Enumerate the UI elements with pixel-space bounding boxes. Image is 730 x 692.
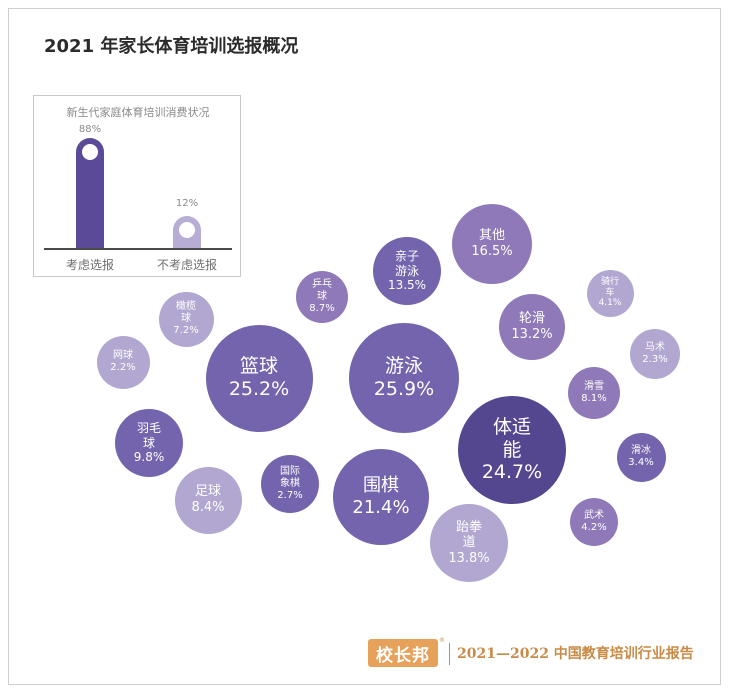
- bar-value-not-consider: 12%: [175, 198, 199, 209]
- bubble-围棋: 围棋 21.4%: [333, 449, 429, 545]
- bubble-label: 游泳: [384, 355, 423, 378]
- registered-mark: ®: [439, 637, 445, 644]
- bubble-网球: 网球 2.2%: [96, 335, 150, 389]
- bubble-乒乓球: 乒乓球 8.7%: [296, 271, 348, 323]
- bubble-滑冰: 滑冰 3.4%: [616, 432, 666, 482]
- bubble-value: 3.4%: [628, 457, 654, 468]
- bubble-label: 亲子 游泳: [394, 249, 419, 278]
- inset-bar-chart: 新生代家庭体育培训消费状况 88% 12% 考虑选报 不考虑选报: [33, 95, 241, 277]
- bubble-跆拳道: 跆拳道 13.8%: [430, 504, 508, 582]
- bar-not-consider: [173, 216, 201, 248]
- bubble-label: 滑冰: [631, 445, 651, 456]
- bubble-label: 国际 象棋: [280, 466, 300, 489]
- bubble-value: 25.2%: [228, 378, 290, 400]
- bubble-value: 13.5%: [387, 278, 427, 293]
- bubble-value: 2.7%: [277, 490, 303, 501]
- bar-consider: [76, 138, 104, 248]
- bubble-橄榄球: 橄榄球 7.2%: [158, 291, 214, 347]
- bubble-篮球: 篮球 25.2%: [205, 324, 313, 432]
- bar-dot: [179, 222, 195, 238]
- bubble-马术: 马术 2.3%: [630, 329, 680, 379]
- bubble-label: 跆拳道: [455, 519, 482, 551]
- bubble-value: 21.4%: [352, 497, 410, 518]
- bar-value-consider: 88%: [78, 124, 102, 135]
- bubble-其他: 其他 16.5%: [452, 204, 532, 284]
- bubble-value: 16.5%: [471, 244, 513, 259]
- brand-logo: 校长邦: [368, 639, 438, 667]
- bubble-足球: 足球 8.4%: [174, 466, 242, 534]
- bubble-label: 体适能: [492, 415, 531, 461]
- bubble-value: 24.7%: [481, 461, 543, 484]
- bubble-羽毛球: 羽毛球 9.8%: [115, 409, 183, 477]
- bubble-国际象棋: 国际 象棋 2.7%: [261, 455, 319, 513]
- bubble-value: 4.1%: [598, 298, 622, 309]
- bar-label-consider: 考虑选报: [65, 258, 114, 272]
- bubble-value: 13.2%: [511, 327, 553, 342]
- bubble-label: 围棋: [363, 475, 399, 497]
- bubble-value: 8.4%: [191, 500, 225, 515]
- bar-dot: [82, 144, 98, 160]
- footer-divider: [449, 643, 450, 665]
- bubble-value: 8.1%: [581, 393, 607, 404]
- bubble-value: 25.9%: [373, 378, 435, 400]
- bubble-label: 滑雪: [584, 381, 604, 392]
- bubble-label: 乒乓球: [312, 279, 332, 302]
- inset-axis: [44, 248, 232, 250]
- bubble-label: 足球: [194, 484, 221, 500]
- bubble-亲子游泳: 亲子 游泳 13.5%: [373, 237, 441, 305]
- inset-title: 新生代家庭体育培训消费状况: [66, 106, 210, 119]
- bubble-label: 骑行车: [600, 276, 619, 298]
- bubble-体适能: 体适能 24.7%: [458, 396, 566, 504]
- bubble-label: 轮滑: [518, 311, 545, 327]
- bubble-label: 其他: [478, 228, 505, 244]
- bubble-value: 7.2%: [173, 325, 199, 336]
- bubble-label: 网球: [113, 350, 133, 361]
- bubble-label: 篮球: [239, 355, 278, 378]
- bubble-value: 8.7%: [309, 303, 335, 314]
- bubble-骑行车: 骑行车 4.1%: [586, 269, 634, 317]
- bar-label-not-consider: 不考虑选报: [156, 258, 217, 272]
- bubble-滑雪: 滑雪 8.1%: [568, 367, 620, 419]
- bubble-value: 2.3%: [642, 354, 668, 365]
- bubble-label: 武术: [584, 510, 604, 521]
- bubble-武术: 武术 4.2%: [570, 498, 618, 546]
- bubble-value: 4.2%: [581, 522, 607, 533]
- page-frame: [8, 8, 721, 685]
- bubble-label: 马术: [645, 342, 665, 353]
- bubble-游泳: 游泳 25.9%: [349, 323, 459, 433]
- bubble-label: 羽毛球: [136, 421, 161, 450]
- bubble-value: 2.2%: [110, 362, 136, 373]
- bubble-value: 9.8%: [133, 450, 165, 465]
- bubble-label: 橄榄球: [176, 301, 196, 324]
- bubble-value: 13.8%: [448, 550, 490, 566]
- brand-logo-text: 校长邦: [376, 645, 430, 666]
- report-title: 2021—2022 中国教育培训行业报告: [457, 646, 694, 662]
- chart-title: 2021 年家长体育培训选报概况: [44, 36, 299, 57]
- bubble-轮滑: 轮滑 13.2%: [499, 294, 565, 360]
